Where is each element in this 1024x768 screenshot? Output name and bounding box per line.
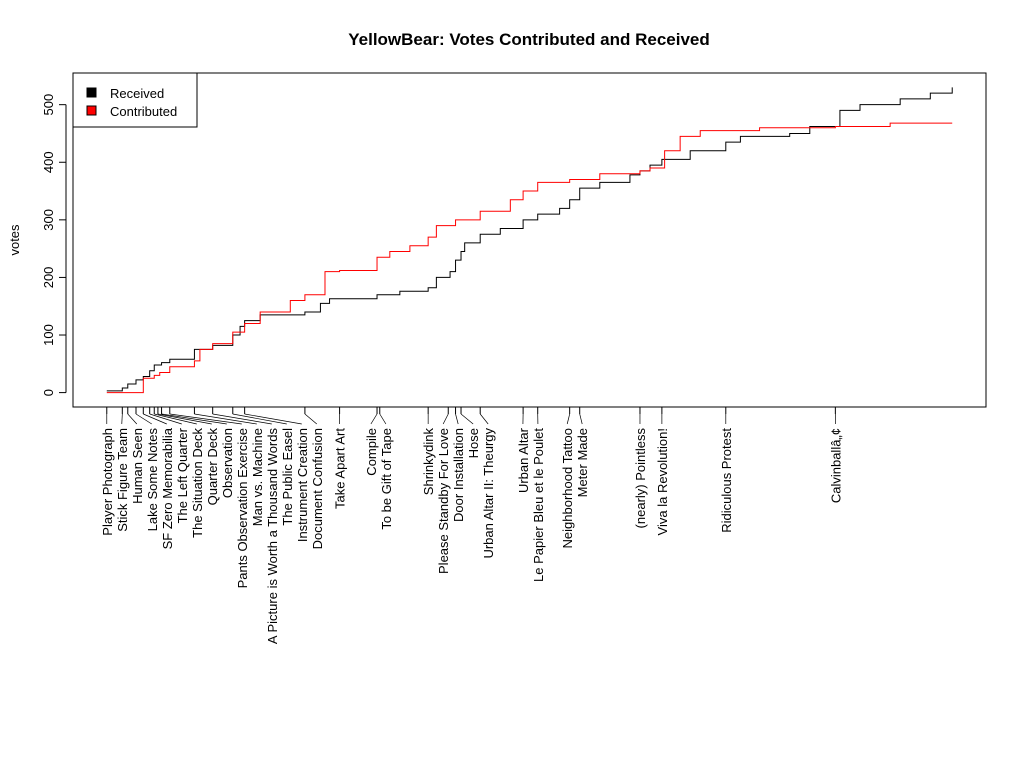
x-tick-label: Document Confusion: [310, 428, 325, 549]
x-tick-leader: [194, 413, 257, 425]
chart-title: YellowBear: Votes Contributed and Receiv…: [348, 30, 710, 49]
x-tick-label: Man vs. Machine: [250, 428, 265, 526]
x-tick-leader: [232, 413, 287, 425]
x-tick-label: Quarter Deck: [205, 428, 220, 506]
x-tick-leader: [579, 413, 583, 425]
x-tick-label: Le Papier Bleu et le Poulet: [531, 428, 546, 582]
x-tick-label: Lake Some Notes: [145, 428, 160, 532]
x-tick-leader: [442, 413, 449, 425]
x-tick-label: The Left Quarter: [175, 427, 190, 523]
x-tick-leader: [379, 413, 387, 425]
x-tick-label: Take Apart Art: [333, 428, 348, 509]
x-tick-leader: [149, 413, 182, 425]
x-tick-leader: [460, 413, 474, 425]
y-tick-label: 300: [41, 209, 56, 231]
x-tick-leader: [161, 413, 227, 425]
x-tick-label: Stick Figure Team: [115, 428, 130, 532]
x-tick-label: SF Zero Memorabilia: [160, 427, 175, 549]
x-tick-label: Hose: [466, 428, 481, 458]
x-tick-label: Urban Altar II: Theurgy: [481, 428, 496, 559]
x-tick-leader: [169, 413, 242, 425]
x-tick-leader: [455, 413, 459, 425]
x-tick-label: A Picture is Worth a Thousand Words: [265, 428, 280, 645]
legend-label-contributed: Contributed: [110, 104, 177, 119]
x-tick-label: Instrument Creation: [295, 428, 310, 542]
x-tick-leader: [157, 413, 212, 425]
x-tick-label: (nearly) Pointless: [633, 428, 648, 529]
y-axis-label: votes: [7, 224, 22, 256]
x-tick-leader: [244, 413, 302, 425]
x-tick-leader: [304, 413, 318, 425]
series-line-received: [106, 87, 953, 392]
x-tick-label: The Public Easel: [280, 428, 295, 526]
x-tick-label: Pants Observation Exercise: [235, 428, 250, 588]
x-tick-leader: [479, 413, 489, 425]
series-lines: [106, 87, 953, 394]
x-tick-leader: [212, 413, 272, 425]
x-tick-label: Player Photograph: [100, 428, 115, 536]
x-tick-label: Urban Altar: [516, 427, 531, 493]
x-tick-label: Calvinballâ„¢: [828, 428, 843, 503]
y-tick-label: 500: [41, 94, 56, 116]
x-tick-label: Neighborhood Tattoo: [560, 428, 575, 548]
x-axis: Player Photograph Stick Figure Team Human …: [100, 406, 843, 645]
legend: Received Contributed: [72, 72, 198, 128]
x-tick-label: Door Installation: [451, 428, 466, 522]
y-tick-label: 100: [41, 324, 56, 346]
legend-label-received: Received: [110, 86, 164, 101]
x-tick-leader: [127, 413, 138, 425]
x-tick-label: Observation: [220, 428, 235, 498]
x-tick-leader: [143, 413, 167, 425]
x-tick-leader: [135, 413, 152, 425]
x-tick-label: To be Gift of Tape: [379, 428, 394, 530]
x-tick-label: Compile: [364, 428, 379, 476]
x-tick-label: The Situation Deck: [190, 428, 205, 538]
y-tick-label: 200: [41, 267, 56, 289]
x-tick-label: Shrinkydink: [421, 428, 436, 496]
legend-box: [72, 72, 198, 128]
x-tick-label: Ridiculous Protest: [719, 428, 734, 533]
x-tick-leader: [370, 413, 378, 425]
series-line-contributed: [106, 122, 953, 394]
x-tick-leader: [154, 413, 197, 425]
x-tick-leader: [121, 413, 123, 425]
x-tick-leader: [566, 413, 571, 425]
plot-frame: [72, 72, 987, 408]
x-tick-label: Viva la Revolution!: [655, 428, 670, 535]
x-tick-label: Please Standby For Love: [436, 428, 451, 574]
x-tick-label: Human Seen: [130, 428, 145, 504]
legend-swatch-received: [86, 87, 97, 98]
y-tick-label: 0: [41, 389, 56, 396]
legend-swatch-contributed: [86, 105, 97, 116]
x-tick-label: Meter Made: [575, 428, 590, 497]
y-axis: 0 100 200 300 400 500: [41, 94, 67, 396]
y-tick-label: 400: [41, 151, 56, 173]
